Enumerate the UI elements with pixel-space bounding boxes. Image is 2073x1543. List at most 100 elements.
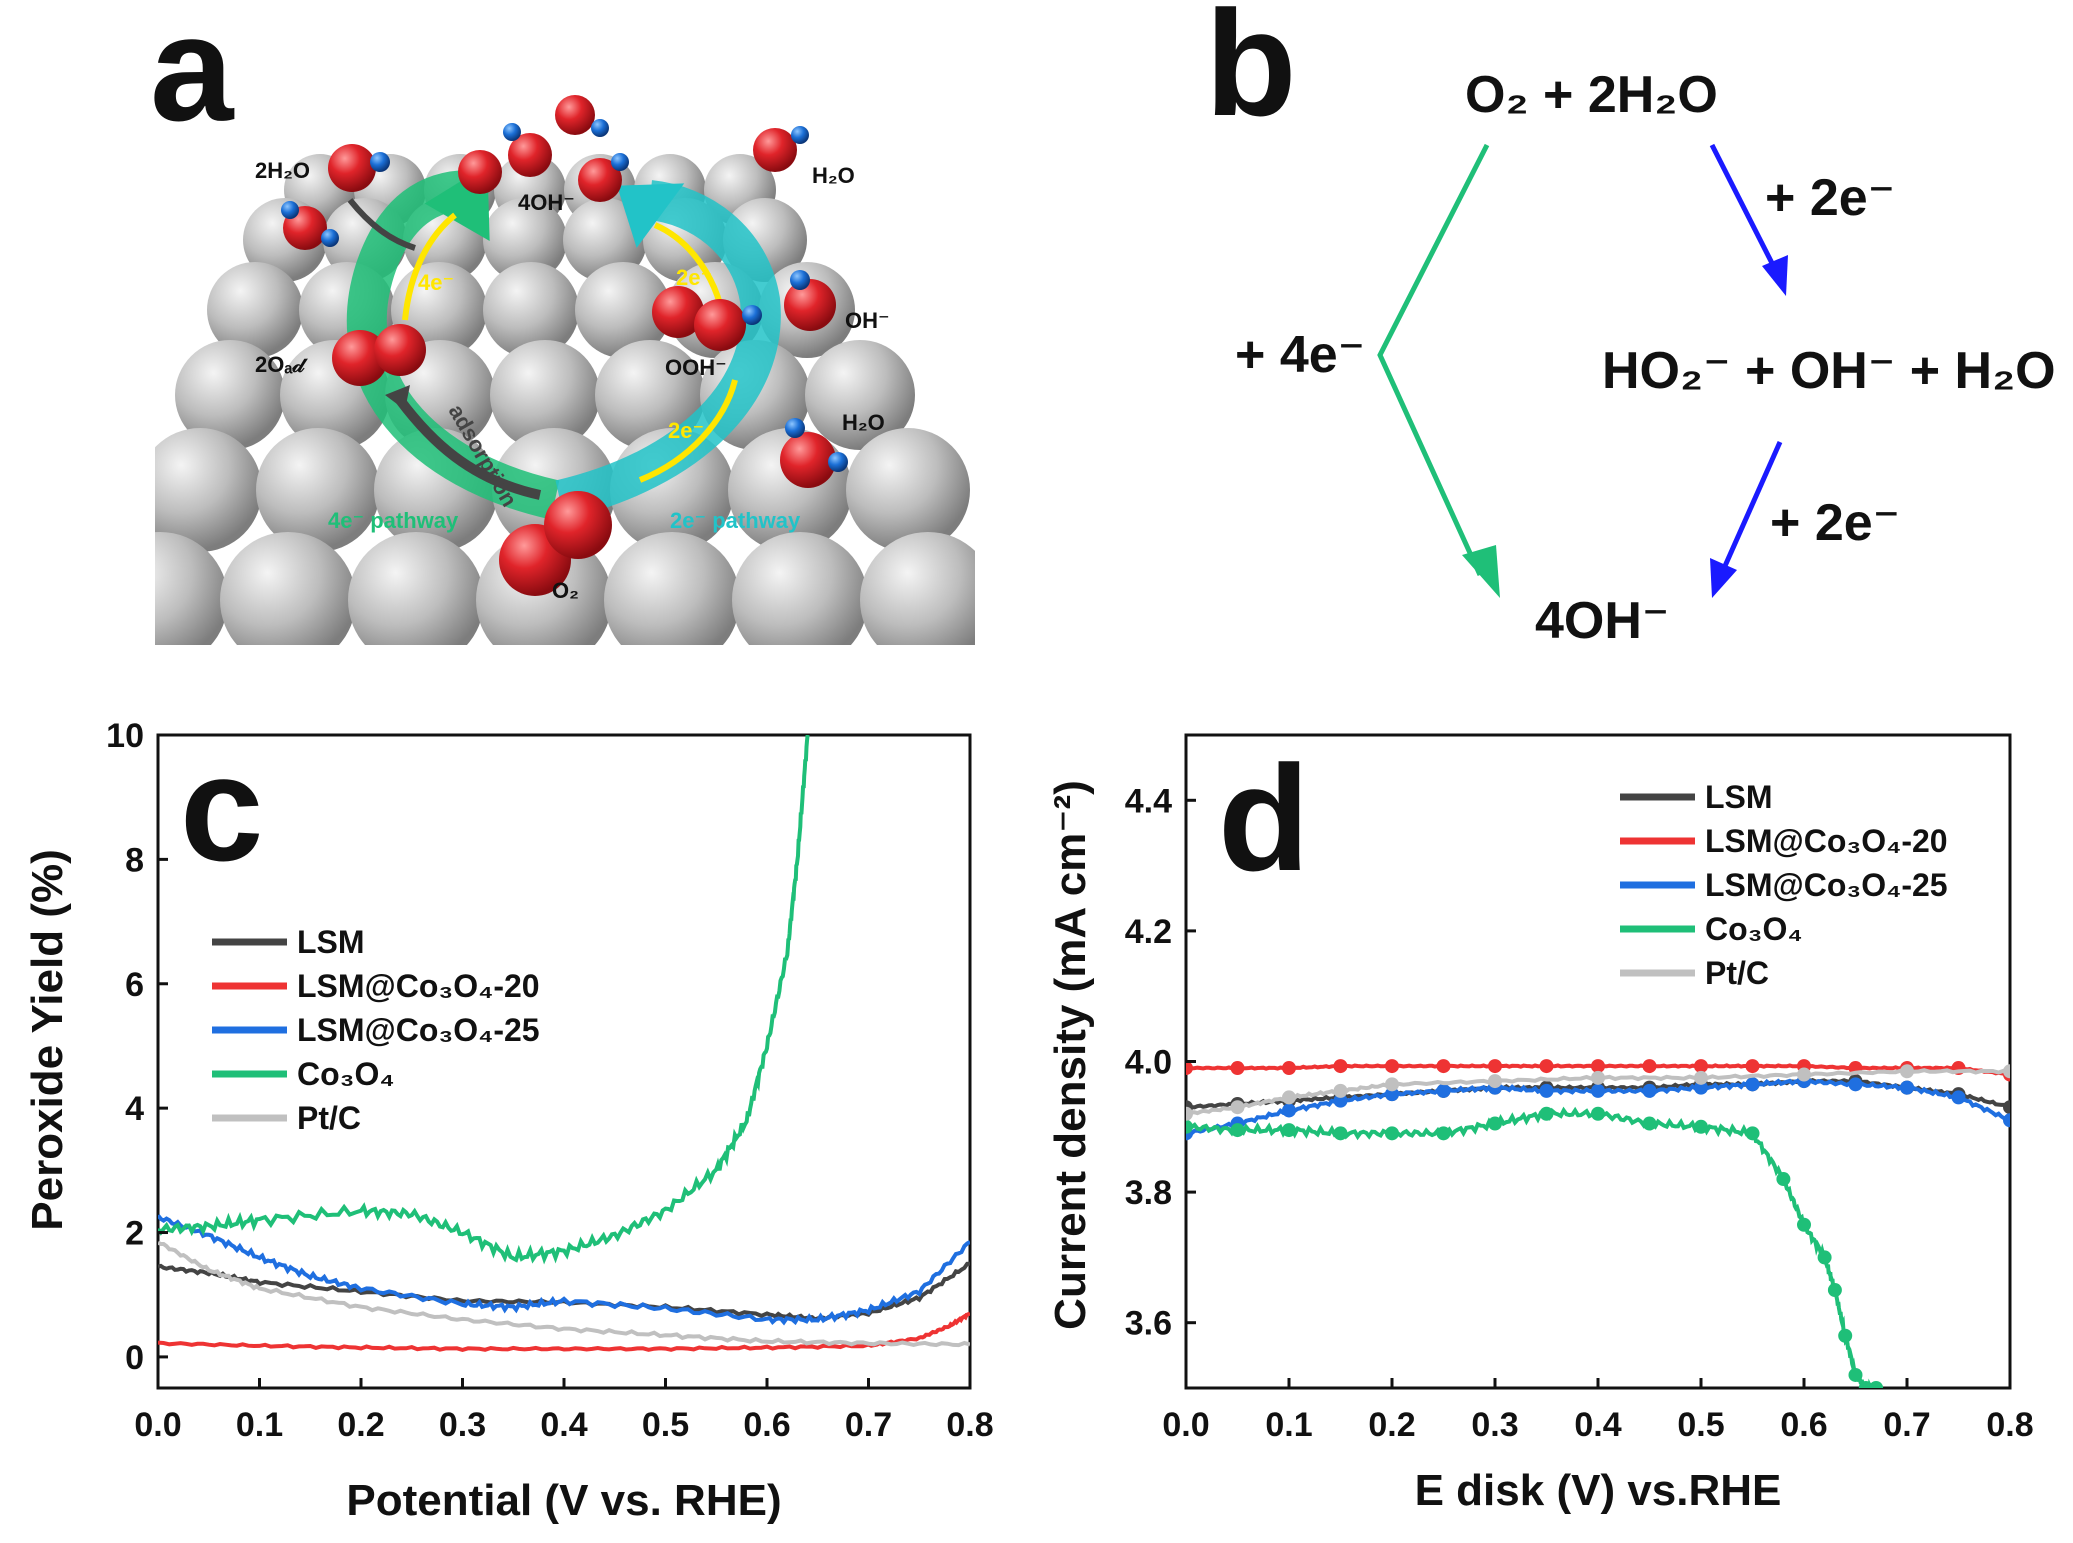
data-point xyxy=(1694,1059,1708,1074)
surface-atom xyxy=(575,262,671,358)
surface-atom xyxy=(155,532,228,645)
data-point xyxy=(1333,1059,1348,1074)
y-tick-label: 4 xyxy=(125,1090,144,1128)
data-point xyxy=(2003,1100,2010,1115)
hydrogen-atom xyxy=(503,123,521,141)
data-point xyxy=(1186,1106,1193,1121)
oxygen-atom xyxy=(780,432,836,488)
oxygen-atom xyxy=(652,286,704,338)
hydrogen-atom xyxy=(370,152,390,172)
oxygen-atom xyxy=(508,133,552,177)
oxygen-atom xyxy=(753,128,797,172)
oxygen-atom xyxy=(694,299,746,351)
data-point xyxy=(1436,1059,1451,1074)
surface-atom xyxy=(155,428,262,552)
data-point xyxy=(1591,1059,1605,1074)
data-point xyxy=(1817,1250,1832,1265)
y-tick-label: 3.8 xyxy=(1125,1174,1172,1212)
step-2e-first: + 2e⁻ xyxy=(1765,169,1895,227)
surface-atom xyxy=(490,340,600,450)
molecules xyxy=(281,95,848,596)
surface-atom xyxy=(595,340,705,450)
surface-atom xyxy=(348,532,484,645)
yellow-4e-arrow xyxy=(402,212,457,321)
direct-pathway-line xyxy=(1377,143,1490,577)
hydrogen-atom xyxy=(828,452,848,472)
label-2e-bottom: 2e⁻ xyxy=(668,418,704,443)
oxygen-atom xyxy=(332,330,388,386)
x-tick-label: 0.5 xyxy=(642,1406,689,1444)
surface-atom xyxy=(256,428,380,552)
surface-atom xyxy=(175,340,285,450)
label-4oh: 4OH⁻ xyxy=(518,190,575,215)
data-point xyxy=(1591,1083,1605,1098)
data-point xyxy=(1694,1119,1708,1134)
label-2h2o: 2H₂O xyxy=(255,158,310,183)
data-point xyxy=(1745,1126,1760,1141)
x-tick-label: 0.4 xyxy=(540,1406,587,1444)
intermediate-text: HO₂⁻ + OH⁻ + H₂O xyxy=(1602,342,2056,400)
data-point xyxy=(1436,1083,1451,1098)
data-point xyxy=(1694,1080,1708,1095)
surface-atom xyxy=(483,198,567,282)
data-point xyxy=(1745,1059,1760,1074)
label-2e-pathway: 2e⁻ pathway xyxy=(670,508,801,533)
x-tick-label: 0.6 xyxy=(743,1406,790,1444)
y-tick-label: 4.0 xyxy=(1125,1044,1172,1082)
series-line xyxy=(158,1311,970,1352)
x-tick-label: 0.0 xyxy=(1162,1406,1209,1444)
step-4e: + 4e⁻ xyxy=(1235,326,1365,384)
panel-a-letter: a xyxy=(150,0,235,152)
surface-atom xyxy=(604,532,740,645)
water-arrow xyxy=(347,198,416,251)
data-point xyxy=(1436,1126,1451,1141)
y-tick-label: 6 xyxy=(125,966,144,1004)
oxygen-atom xyxy=(458,150,502,194)
hydrogen-atom xyxy=(591,119,609,137)
data-point xyxy=(1642,1116,1657,1131)
x-tick-label: 0.0 xyxy=(134,1406,181,1444)
y-tick-label: 4.4 xyxy=(1125,782,1172,820)
oxygen-atom xyxy=(328,144,376,192)
data-point xyxy=(1385,1087,1399,1102)
pathway-2e-arrowhead xyxy=(617,183,685,248)
data-point xyxy=(1385,1059,1399,1074)
data-point xyxy=(1230,1061,1245,1076)
data-point xyxy=(1186,1119,1193,1134)
series-group-d xyxy=(1186,1059,2010,1388)
legend-label: LSM@Co₃O₄-20 xyxy=(1705,823,1948,859)
data-point xyxy=(1642,1059,1657,1074)
surface-atom xyxy=(563,198,647,282)
label-h2o-top: H₂O xyxy=(812,163,855,188)
label-o2: O₂ xyxy=(552,578,579,603)
panel-d-letter: d xyxy=(1218,734,1310,902)
reactant-text: O₂ + 2H₂O xyxy=(1465,66,1718,124)
series-group-c xyxy=(158,735,970,1352)
data-point xyxy=(1488,1074,1502,1089)
data-point xyxy=(1848,1367,1863,1382)
indirect-arrow-1 xyxy=(1709,143,1780,275)
legend-label: LSM xyxy=(1705,779,1773,815)
y-tick-label: 0 xyxy=(125,1339,144,1377)
data-point xyxy=(1186,1061,1193,1076)
direct-pathway-arrowhead xyxy=(1462,545,1500,598)
legend-c: LSM LSM@Co₃O₄-20 LSM@Co₃O₄-25 Co₃O₄ Pt/C xyxy=(212,924,540,1136)
oxygen-atom xyxy=(544,491,612,559)
panel-a: a 2H₂O 4OH⁻ H₂O 4e⁻ 2e⁻ OH⁻ 2Oₐ𝒹 OOH⁻ ad… xyxy=(150,0,975,645)
x-tick-label: 0.4 xyxy=(1574,1406,1621,1444)
legend-label: LSM@Co₃O₄-25 xyxy=(1705,867,1948,903)
hydrogen-atom xyxy=(611,153,629,171)
data-point xyxy=(1333,1093,1348,1108)
data-point xyxy=(1539,1059,1554,1074)
x-tick-label: 0.3 xyxy=(1471,1406,1518,1444)
surface-atom xyxy=(220,532,356,645)
panel-c-letter: c xyxy=(180,724,263,892)
data-point xyxy=(1838,1328,1853,1343)
data-point xyxy=(1282,1123,1296,1138)
panel-b: b O₂ + 2H₂O + 2e⁻ + 4e⁻ HO₂⁻ + OH⁻ + H₂O… xyxy=(1205,0,2056,650)
data-point xyxy=(1900,1080,1914,1095)
hydrogen-atom xyxy=(321,229,339,247)
data-point xyxy=(1797,1067,1811,1082)
legend-d: LSM LSM@Co₃O₄-20 LSM@Co₃O₄-25 Co₃O₄ Pt/C xyxy=(1620,779,1948,991)
hydrogen-atom xyxy=(742,305,762,325)
